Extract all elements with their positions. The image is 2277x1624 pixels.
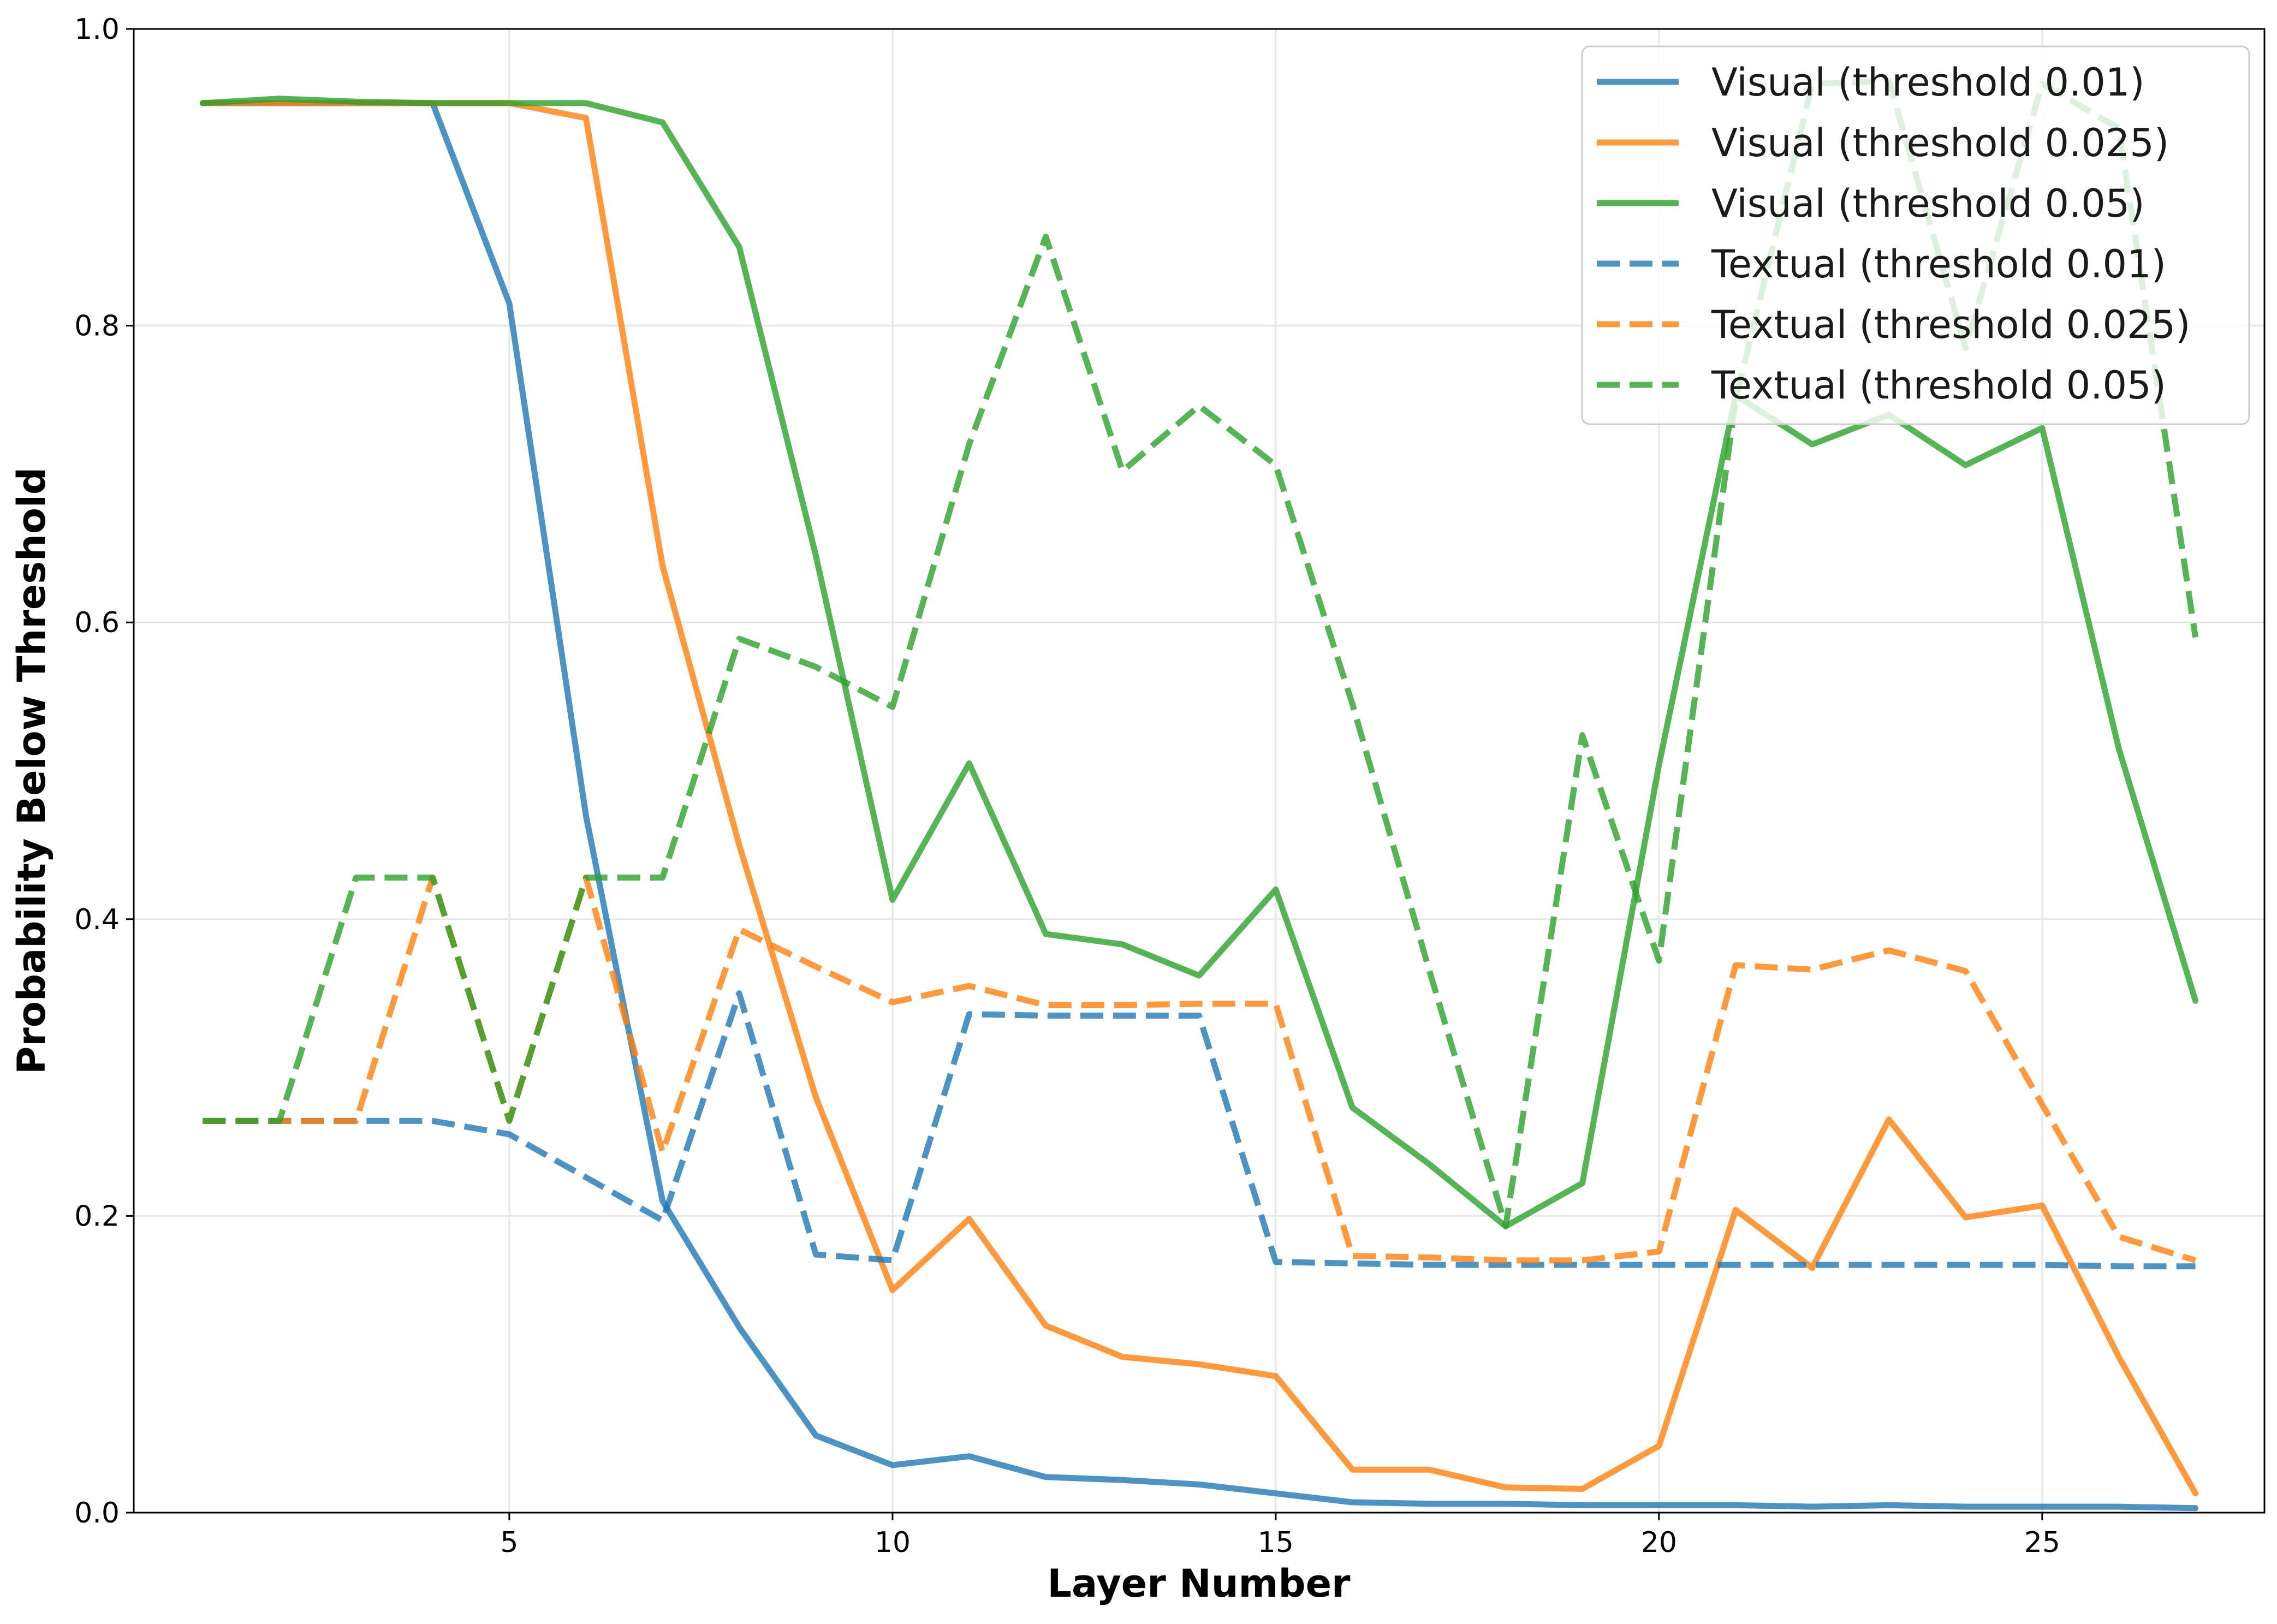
legend-label: Visual (threshold 0.025)	[1711, 121, 2169, 165]
series-line-4	[203, 990, 2196, 1270]
x-tick-label: 25	[2024, 1526, 2060, 1559]
y-tick-label: 0.0	[74, 1497, 120, 1530]
axis-ticks: 5 10 15 20 25 0.0 0.2 0.4 0.6 0.8 1.0	[74, 13, 2060, 1559]
y-tick-label: 0.8	[74, 310, 120, 343]
legend-box	[1581, 45, 2250, 425]
y-axis-title: Probability Below Threshold	[9, 467, 54, 1074]
legend-label: Visual (threshold 0.05)	[1711, 181, 2145, 226]
x-axis-title: Layer Number	[1047, 1561, 1351, 1606]
y-tick-label: 0.4	[74, 903, 120, 936]
legend-label: Textual (threshold 0.01)	[1711, 242, 2166, 287]
legend-label: Visual (threshold 0.01)	[1711, 60, 2145, 105]
y-tick-label: 1.0	[74, 13, 120, 46]
plot-frame	[133, 28, 2266, 1514]
legend-label: Textual (threshold 0.025)	[1711, 302, 2190, 347]
series-line-2	[199, 100, 2199, 1497]
series-line-1	[199, 100, 2199, 1512]
legend-items: Visual (threshold 0.01) Visual (threshold…	[1597, 60, 2190, 408]
y-tick-label: 0.6	[74, 606, 120, 639]
y-tick-label: 0.2	[74, 1200, 120, 1233]
x-tick-label: 5	[500, 1526, 518, 1559]
x-tick-label: 20	[1641, 1526, 1677, 1559]
series-line-5	[203, 875, 2197, 1264]
x-tick-label: 15	[1258, 1526, 1294, 1559]
legend: Visual (threshold 0.01) Visual (threshold…	[1581, 45, 2250, 425]
x-tick-label: 10	[875, 1526, 911, 1559]
legend-label: Textual (threshold 0.05)	[1711, 363, 2166, 408]
